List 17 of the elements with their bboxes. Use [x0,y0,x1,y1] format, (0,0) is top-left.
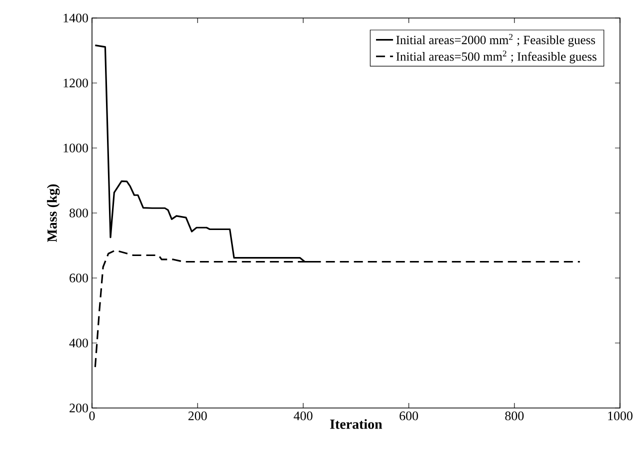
y-tick-label: 1200 [64,78,88,88]
legend-label: Initial areas=500 mm$^{2}$ ; Infeasible guess [396,50,596,64]
x-tick-label: 1000 [608,412,632,420]
x-tick-label: 400 [294,412,312,420]
y-axis-title: Mass (kg) [46,184,60,242]
y-tick-label: 1000 [64,144,88,152]
y-tick-label: 600 [70,274,88,282]
x-tick-label: 800 [505,412,524,420]
x-tick-label: 200 [188,412,207,420]
y-tick-label: 400 [69,338,88,348]
legend-label: Initial areas=2000 mm$^{2}$ ; Feasible guess [396,34,596,47]
x-tick-label: 600 [400,412,418,420]
y-tick-label: 200 [70,404,88,412]
x-axis-title: Iteration [330,419,382,429]
y-tick-label: 800 [70,208,88,218]
y-tick-label: 1400 [64,14,88,22]
x-tick-label: 0 [89,412,95,420]
